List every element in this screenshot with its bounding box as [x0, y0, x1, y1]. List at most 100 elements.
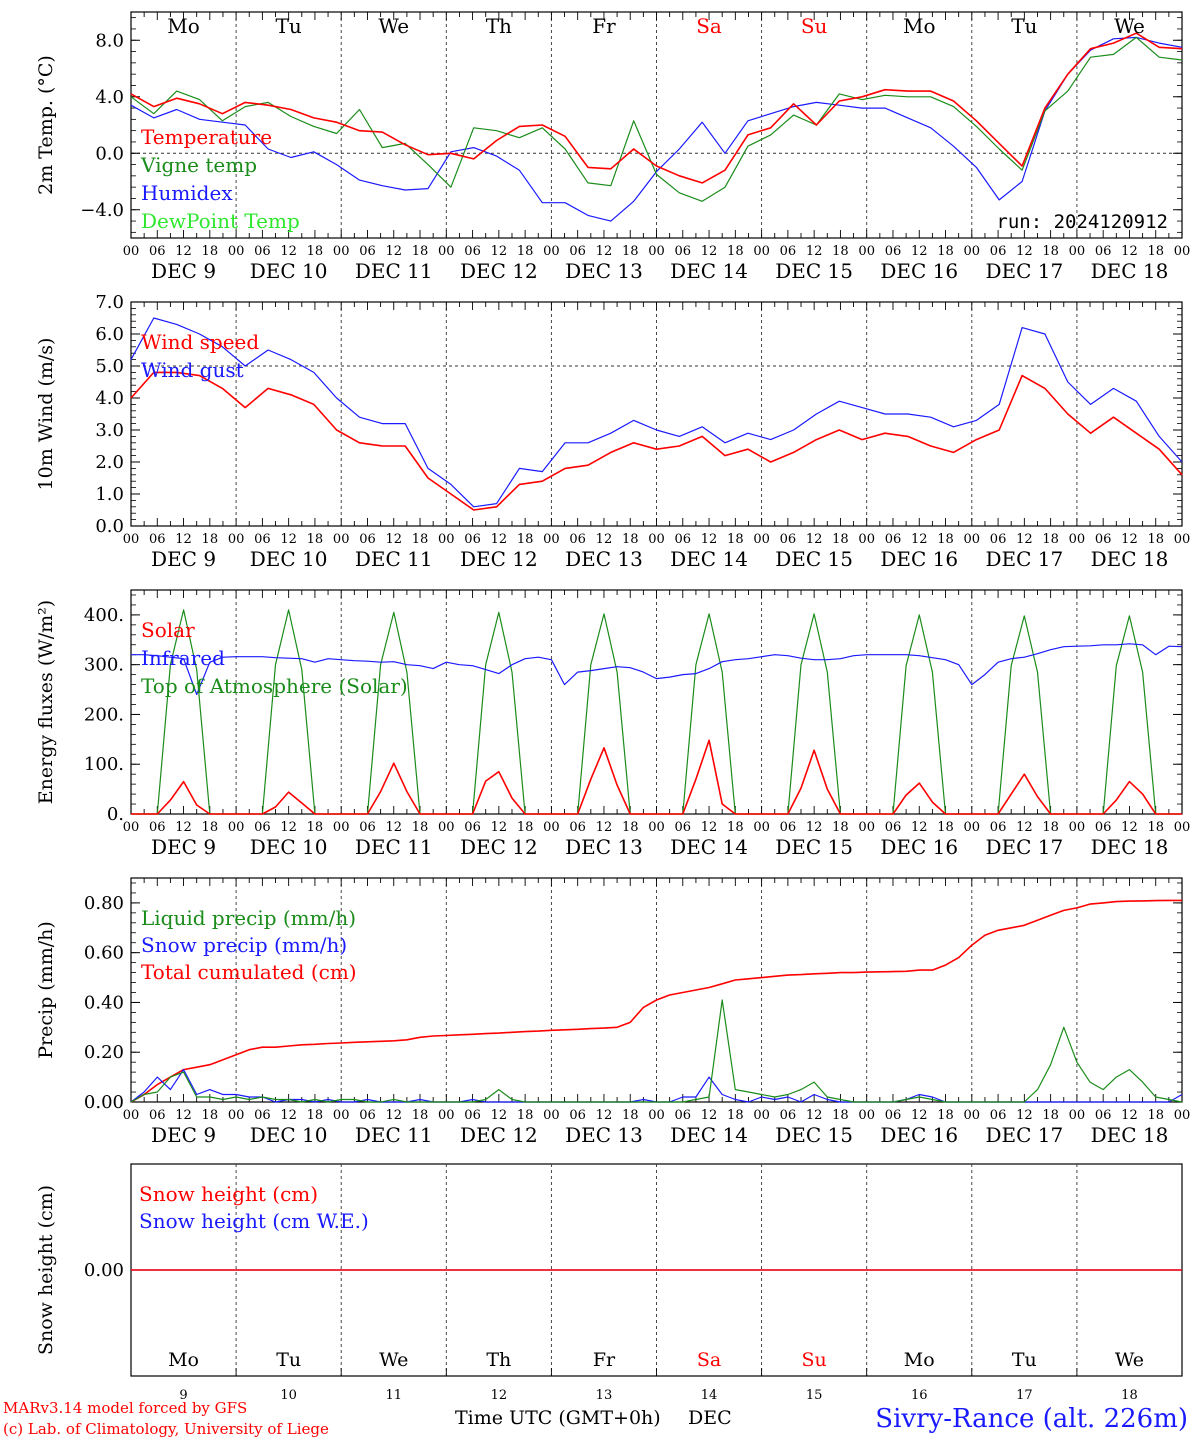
hour-tick-label: 06 [569, 532, 586, 547]
hour-tick-label: 12 [385, 1108, 402, 1123]
hour-tick-label: 18 [412, 1108, 429, 1123]
hour-tick-label: 18 [517, 532, 534, 547]
y-axis-label: 2m Temp. (°C) [35, 55, 57, 195]
y-tick-label: 5.0 [95, 356, 124, 377]
hour-tick-label: 00 [123, 1108, 140, 1123]
hour-tick-label: 18 [307, 532, 324, 547]
legend-entry: Temperature [141, 125, 272, 149]
date-label: DEC 12 [460, 1123, 538, 1147]
hour-tick-label: 12 [806, 532, 823, 547]
y-tick-label: 8.0 [95, 30, 124, 51]
hour-tick-label: 06 [254, 820, 271, 835]
hour-tick-label: 00 [648, 532, 665, 547]
legend-entry: Total cumulated (cm) [141, 960, 357, 984]
hour-tick-label: 00 [648, 244, 665, 259]
hour-tick-label: 12 [806, 820, 823, 835]
hour-tick-label: 18 [622, 1108, 639, 1123]
hour-tick-label: 12 [1121, 244, 1138, 259]
day-number-label: 13 [596, 1388, 613, 1403]
date-label: DEC 12 [460, 259, 538, 283]
y-axis-label: Precip (mm/h) [35, 921, 57, 1059]
hour-tick-label: 06 [359, 244, 376, 259]
hour-tick-label: 00 [333, 244, 350, 259]
hour-tick-label: 00 [543, 532, 560, 547]
y-tick-label: 0.0 [95, 516, 124, 537]
weekday-label-bottom: Tu [276, 1349, 301, 1371]
date-label: DEC 13 [565, 547, 643, 571]
hour-tick-label: 00 [1174, 244, 1191, 259]
hour-tick-label: 06 [675, 1108, 692, 1123]
date-label: DEC 17 [985, 835, 1063, 859]
run-annotation: run: 2024120912 [996, 211, 1168, 233]
y-tick-label: 6.0 [95, 324, 124, 345]
hour-tick-label: 12 [701, 1108, 718, 1123]
hour-tick-label: 18 [202, 532, 219, 547]
hour-tick-label: 12 [806, 244, 823, 259]
hour-tick-label: 00 [333, 532, 350, 547]
hour-tick-label: 18 [1147, 532, 1164, 547]
y-tick-label: 0.20 [84, 1042, 124, 1063]
hour-tick-label: 06 [464, 244, 481, 259]
hour-tick-label: 18 [727, 532, 744, 547]
hour-tick-label: 06 [569, 244, 586, 259]
footer-model: MARv3.14 model forced by GFS [3, 1399, 247, 1417]
hour-tick-label: 18 [307, 244, 324, 259]
hour-tick-label: 18 [937, 532, 954, 547]
series-line [130, 999, 1183, 1103]
hour-tick-label: 00 [964, 244, 981, 259]
hour-tick-label: 18 [727, 244, 744, 259]
hour-tick-label: 06 [464, 820, 481, 835]
hour-tick-label: 06 [990, 820, 1007, 835]
date-label: DEC 17 [985, 1123, 1063, 1147]
date-label: DEC 18 [1091, 835, 1169, 859]
date-label: DEC 15 [775, 259, 853, 283]
legend-entry: Snow precip (mm/h) [141, 933, 347, 957]
hour-tick-label: 12 [911, 244, 928, 259]
panel-1: −4.0 0.0 4.0 8.0 2m Temp. (°C) Temperature Vig… [35, 11, 1191, 283]
hour-tick-label: 00 [438, 820, 455, 835]
y-tick-label: 0. [107, 804, 124, 825]
hour-tick-label: 00 [753, 820, 770, 835]
hour-tick-label: 06 [254, 532, 271, 547]
hour-tick-label: 00 [333, 1108, 350, 1123]
day-number-label: 14 [701, 1388, 718, 1403]
series-line [131, 739, 1182, 815]
series-line [130, 371, 1183, 511]
hour-tick-label: 12 [596, 820, 613, 835]
footer-credit: (c) Lab. of Climatology, University of L… [3, 1420, 329, 1438]
hour-tick-label: 18 [622, 820, 639, 835]
weekday-label: Su [801, 14, 828, 38]
legend-entry: DewPoint Temp [141, 209, 300, 233]
hour-tick-label: 00 [964, 1108, 981, 1123]
day-number-label: 18 [1121, 1388, 1138, 1403]
hour-tick-label: 00 [858, 820, 875, 835]
hour-tick-label: 18 [517, 1108, 534, 1123]
hour-tick-label: 00 [543, 1108, 560, 1123]
y-tick-label: 0.80 [84, 893, 124, 914]
hour-tick-label: 18 [1147, 244, 1164, 259]
date-label: DEC 11 [355, 835, 433, 859]
panel-2: 0.0 1.0 2.0 3.0 4.0 5.0 6.0 7.0 10m Wind (m/s) Wi… [35, 292, 1190, 571]
day-number-label: 17 [1016, 1388, 1033, 1403]
hour-tick-label: 18 [727, 820, 744, 835]
hour-tick-label: 12 [491, 1108, 508, 1123]
hour-tick-label: 06 [254, 244, 271, 259]
hour-tick-label: 18 [412, 244, 429, 259]
legend-entry: Infrared [141, 646, 225, 670]
hour-tick-label: 12 [280, 820, 297, 835]
hour-tick-label: 12 [1016, 244, 1033, 259]
hour-tick-label: 00 [648, 1108, 665, 1123]
hour-tick-label: 12 [175, 532, 192, 547]
hour-tick-label: 00 [858, 244, 875, 259]
hour-tick-label: 12 [280, 1108, 297, 1123]
hour-tick-label: 12 [491, 244, 508, 259]
legend-entry: Wind speed [141, 330, 259, 354]
hour-tick-label: 00 [123, 820, 140, 835]
date-label: DEC 18 [1091, 1123, 1169, 1147]
hour-tick-label: 00 [964, 820, 981, 835]
y-tick-label: 4.0 [95, 388, 124, 409]
date-label: DEC 14 [670, 835, 748, 859]
hour-tick-label: 18 [937, 820, 954, 835]
hour-tick-label: 00 [858, 532, 875, 547]
